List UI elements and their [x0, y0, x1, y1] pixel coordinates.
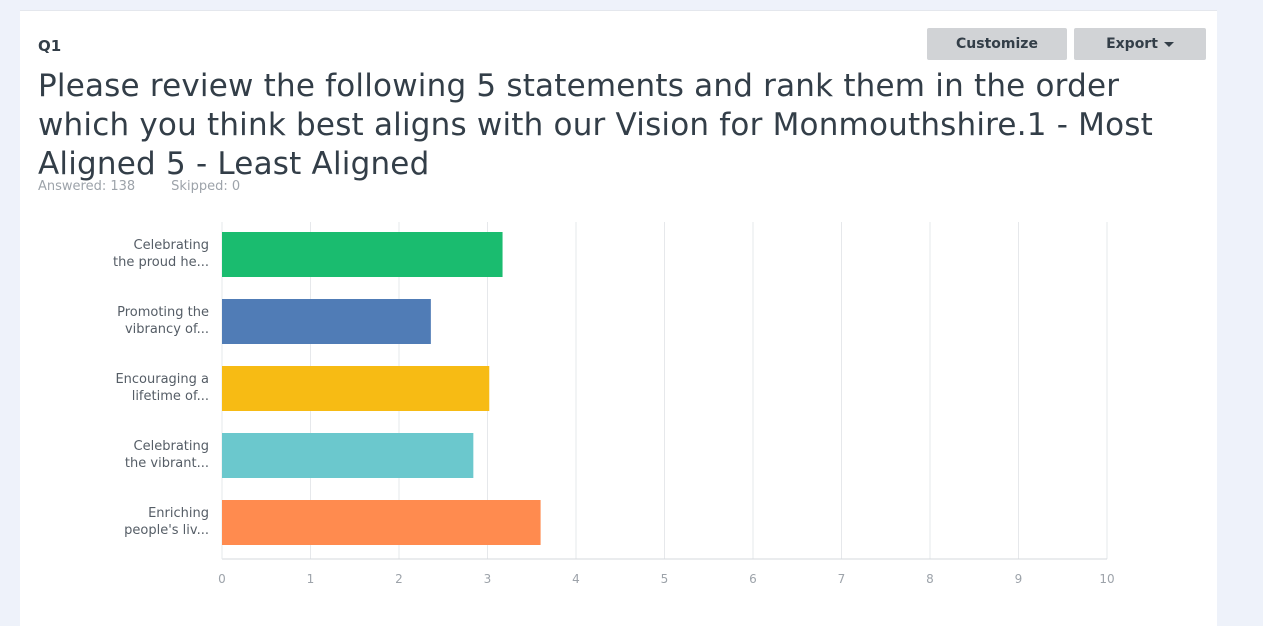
category-label-line: Encouraging a: [115, 372, 209, 387]
x-tick-label: 2: [395, 572, 403, 586]
category-label: Celebrating the vibrant...: [125, 439, 209, 471]
category-label: Promoting the vibrancy of...: [117, 305, 209, 337]
bar: [222, 232, 503, 277]
x-tick-label: 8: [926, 572, 934, 586]
x-tick-label: 0: [218, 572, 226, 586]
category-label: Encouraging a lifetime of...: [115, 372, 209, 404]
category-label-line: Celebrating: [134, 439, 209, 454]
bar: [222, 299, 431, 344]
bar-chart: 0 1 2 3 4 5 6 7 8 9 10 Celebrating the proud he... Pr…: [113, 222, 1115, 586]
category-label-line: people's liv...: [124, 523, 209, 538]
category-label: Enriching people's liv...: [124, 506, 209, 538]
question-number: Q1: [38, 37, 62, 55]
response-stats: Answered: 138 Skipped: 0: [38, 179, 240, 194]
chevron-down-icon: [1163, 41, 1174, 47]
x-tick-label: 4: [572, 572, 580, 586]
answered-count: Answered: 138: [38, 179, 136, 194]
x-tick-label: 10: [1099, 572, 1114, 586]
bar: [222, 500, 541, 545]
x-tick-label: 5: [661, 572, 669, 586]
export-button[interactable]: Export: [1074, 28, 1206, 60]
category-label-line: the vibrant...: [125, 456, 209, 471]
x-tick-label: 3: [484, 572, 492, 586]
category-label-line: vibrancy of...: [125, 322, 209, 337]
bar: [222, 433, 474, 478]
customize-button[interactable]: Customize: [927, 28, 1067, 60]
category-label-line: Enriching: [148, 506, 209, 521]
x-tick-label: 1: [307, 572, 315, 586]
skipped-count: Skipped: 0: [171, 179, 241, 194]
category-label-line: the proud he...: [113, 255, 209, 270]
export-button-label: Export: [1106, 36, 1158, 52]
question-title: Please review the following 5 statements…: [38, 68, 1153, 182]
x-tick-label: 7: [838, 572, 846, 586]
question-card: Q1 Customize Export Please review the fo…: [20, 10, 1217, 626]
category-label-line: lifetime of...: [132, 389, 209, 404]
x-tick-label: 6: [749, 572, 757, 586]
x-tick-label: 9: [1015, 572, 1023, 586]
category-label-line: Promoting the: [117, 305, 209, 320]
category-label-line: Celebrating: [134, 238, 209, 253]
bar: [222, 366, 490, 411]
category-label: Celebrating the proud he...: [113, 238, 209, 270]
